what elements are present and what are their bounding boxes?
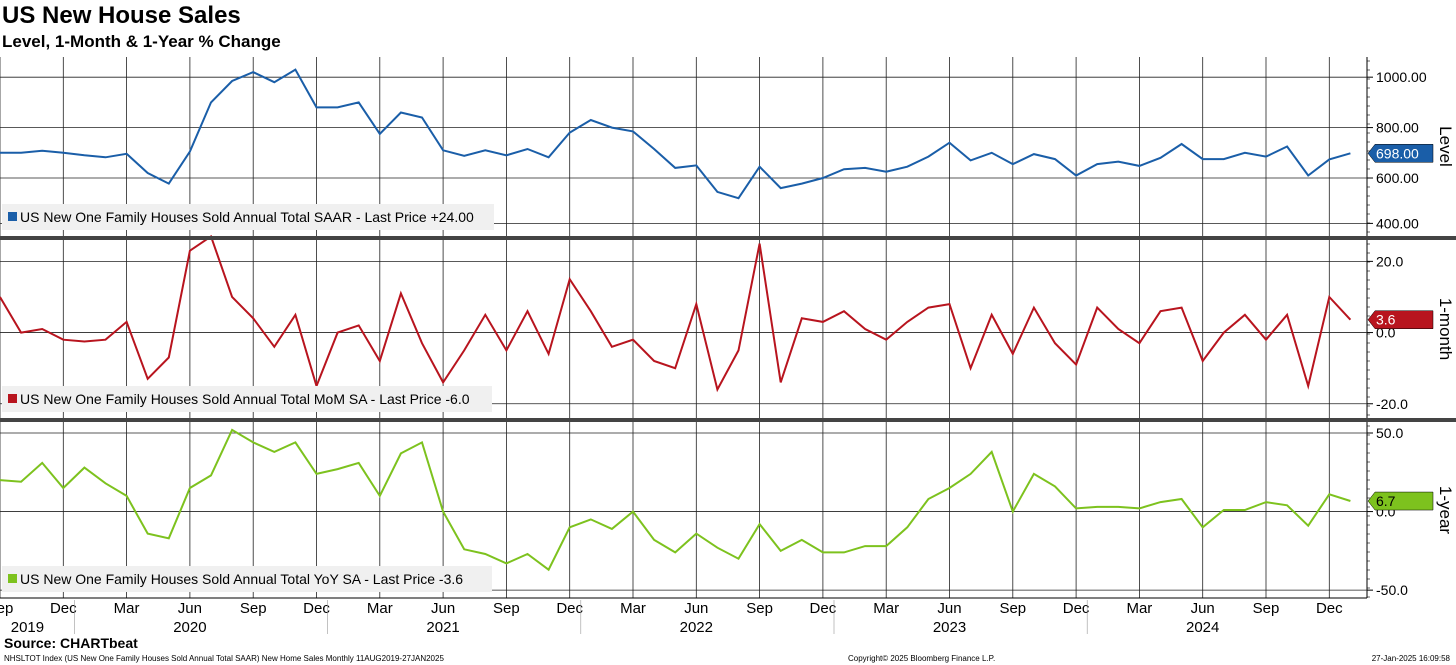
x-tick-label: Dec — [1063, 600, 1090, 617]
last-value-tag — [1367, 310, 1434, 329]
x-tick-label: Sep — [746, 600, 773, 617]
last-value-label: 698.00 — [1376, 145, 1419, 161]
y-tick-label: 600.00 — [1376, 170, 1419, 186]
x-year-label: 2021 — [426, 619, 459, 636]
legend-box — [2, 566, 492, 592]
x-tick-label: Sep — [999, 600, 1026, 617]
index-info: NHSLTOT Index (US New One Family Houses … — [4, 654, 444, 663]
x-tick-label: Jun — [178, 600, 202, 617]
y-tick-label: 50.0 — [1376, 425, 1403, 441]
legend-swatch — [8, 574, 17, 583]
panel-label: 1-month — [1436, 298, 1455, 360]
legend-label: US New One Family Houses Sold Annual Tot… — [20, 571, 463, 587]
x-tick-label: Mar — [114, 600, 140, 617]
x-tick-label: Sep — [1253, 600, 1280, 617]
source-label: Source: CHARTbeat — [4, 635, 138, 651]
x-tick-label: Jun — [937, 600, 961, 617]
x-tick-label: Mar — [1126, 600, 1152, 617]
x-tick-label: Sep — [493, 600, 520, 617]
x-tick-label: Dec — [810, 600, 837, 617]
legend-label: US New One Family Houses Sold Annual Tot… — [20, 209, 474, 225]
y-tick-label: -20.0 — [1376, 396, 1408, 412]
x-tick-label: Dec — [556, 600, 583, 617]
copyright: Copyright© 2025 Bloomberg Finance L.P. — [848, 654, 996, 663]
x-year-label: 2019 — [11, 619, 44, 636]
x-year-label: 2023 — [933, 619, 966, 636]
x-year-label: 2020 — [173, 619, 206, 636]
y-tick-label: 1000.00 — [1376, 69, 1427, 85]
x-tick-label: Jun — [1191, 600, 1215, 617]
x-tick-label: Mar — [620, 600, 646, 617]
series-line-1-year — [0, 428, 1351, 572]
last-value-tag — [1367, 144, 1434, 163]
x-tick-label: Jun — [684, 600, 708, 617]
x-tick-label: Dec — [50, 600, 77, 617]
x-tick-label: Sep — [240, 600, 267, 617]
x-tick-label: Dec — [1316, 600, 1343, 617]
y-tick-label: 20.0 — [1376, 253, 1403, 269]
chart-subtitle: Level, 1-Month & 1-Year % Change — [2, 32, 281, 51]
legend-box — [2, 204, 494, 230]
x-year-label: 2022 — [680, 619, 713, 636]
x-tick-label: Mar — [367, 600, 393, 617]
legend-box — [2, 386, 492, 412]
y-tick-label: 800.00 — [1376, 120, 1419, 136]
last-value-label: 3.6 — [1376, 312, 1396, 328]
last-value-tag — [1367, 491, 1434, 511]
last-value-label: 6.7 — [1376, 493, 1396, 509]
panel-label: 1-year — [1436, 486, 1455, 535]
x-tick-label: Jun — [431, 600, 455, 617]
legend-swatch — [8, 212, 17, 221]
legend-swatch — [8, 394, 17, 403]
panel-label: Level — [1436, 126, 1455, 167]
series-line-1-month — [0, 234, 1352, 393]
x-tick-label: Dec — [303, 600, 330, 617]
x-tick-label: Sep — [0, 600, 13, 617]
x-tick-label: Mar — [873, 600, 899, 617]
series-line-level — [0, 68, 1351, 200]
chart-area: 1000.00 800.00 600.00 400.00 698.00 US New On… — [0, 57, 1456, 636]
chart-title: US New House Sales — [2, 2, 241, 29]
x-year-label: 2024 — [1186, 619, 1219, 636]
timestamp: 27-Jan-2025 16:09:58 — [1371, 654, 1450, 663]
y-tick-label: -50.0 — [1376, 582, 1408, 598]
y-tick-label: 400.00 — [1376, 215, 1419, 231]
legend-label: US New One Family Houses Sold Annual Tot… — [20, 391, 470, 407]
